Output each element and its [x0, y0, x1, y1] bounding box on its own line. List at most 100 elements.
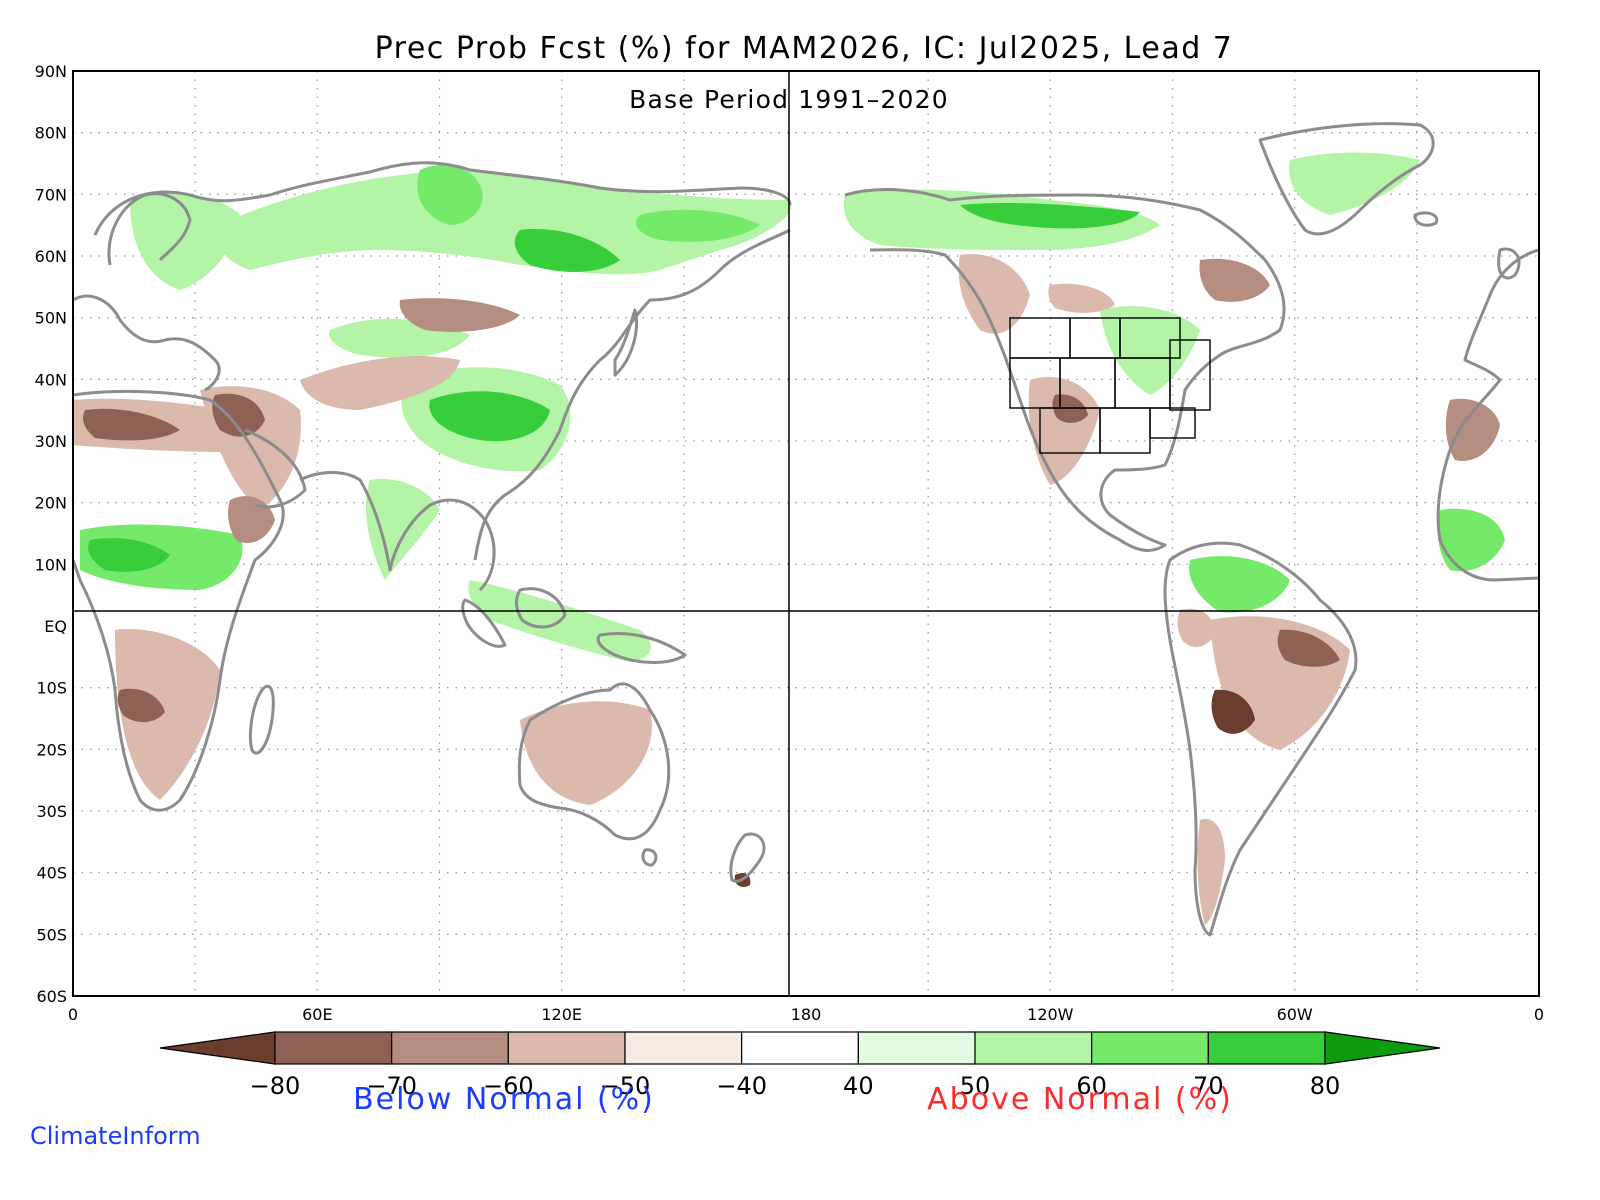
- colorbar: −80 −70 −60 −50 −40 40 50 60 70 80: [159, 1031, 1441, 1100]
- above-west-africa-core: [88, 538, 170, 572]
- coast-greenland: [1258, 122, 1435, 236]
- below-canada-plains: [1048, 283, 1115, 313]
- lat-tick-label: 30N: [35, 432, 67, 451]
- coast-iberia-right: [1436, 248, 1539, 582]
- above-siberia: [219, 171, 792, 275]
- below-africa-south: [115, 629, 220, 800]
- below-sahara-core: [83, 408, 180, 441]
- below-mongolia: [399, 298, 520, 332]
- forecast-shading: [73, 152, 1505, 925]
- below-w-north-america: [958, 254, 1030, 334]
- colorbar-swatch: [1207, 1031, 1326, 1065]
- above-china-core: [429, 391, 550, 442]
- lat-tick-label: 50S: [36, 925, 67, 944]
- lon-tick-label: 120E: [541, 1005, 582, 1024]
- colorbar-swatch: [507, 1031, 626, 1065]
- lat-tick-label: 90N: [35, 62, 67, 81]
- coast-europe: [73, 294, 221, 392]
- below-africa-south-core: [117, 688, 165, 723]
- coast-africa: [73, 389, 285, 812]
- coast-new-zealand: [729, 832, 766, 883]
- below-middle-east-core: [212, 393, 265, 437]
- above-europe: [130, 192, 240, 290]
- latitude-labels: 90N 80N 70N 60N 50N 40N 30N 20N 10N EQ 10S 20S 30S 40…: [35, 62, 67, 1006]
- credit-text: ClimateInform: [30, 1122, 201, 1150]
- below-central-asia: [300, 356, 460, 410]
- above-siberia-core-2: [514, 229, 620, 272]
- lat-tick-label: 70N: [35, 185, 67, 204]
- colorbar-tick-label: 40: [843, 1072, 874, 1100]
- lon-tick-label: 180: [791, 1005, 822, 1024]
- colorbar-tick-label: 50: [960, 1072, 991, 1100]
- below-southern-andes: [1197, 819, 1225, 925]
- coast-sumatra: [461, 598, 507, 648]
- coast-arabia: [244, 428, 307, 509]
- above-siberia-core: [417, 165, 483, 225]
- lat-tick-label: 20S: [36, 740, 67, 759]
- lat-tick-label: 20N: [35, 494, 67, 513]
- colorbar-tick-label: −80: [250, 1072, 301, 1100]
- lat-tick-label: 30S: [36, 802, 67, 821]
- colorbar-tick-label: 60: [1076, 1072, 1107, 1100]
- lat-tick-label: EQ: [44, 617, 67, 636]
- lon-tick-label: 60E: [302, 1005, 332, 1024]
- coast-south-asia: [299, 471, 496, 592]
- above-siberia-core-3: [636, 209, 760, 242]
- colorbar-tick-label: −70: [366, 1072, 417, 1100]
- lat-tick-label: 50N: [35, 309, 67, 328]
- coastlines: [73, 122, 1539, 937]
- map-title: Prec Prob Fcst (%) for MAM2026, IC: Jul2…: [375, 31, 1234, 66]
- map-frame: [72, 70, 1540, 997]
- lat-tick-label: 10N: [35, 555, 67, 574]
- below-bolivia: [1211, 689, 1255, 734]
- us-state-borders: [1009, 317, 1211, 454]
- lat-tick-label: 40N: [35, 370, 67, 389]
- above-w-africa-east: [1437, 508, 1505, 572]
- lat-tick-label: 80N: [35, 124, 67, 143]
- coast-eurasia-north: [93, 161, 792, 236]
- coast-north-america: [844, 188, 1286, 552]
- lon-tick-label: 60W: [1277, 1005, 1313, 1024]
- above-normal-label: Above Normal (%): [927, 1082, 1233, 1117]
- lat-tick-label: 40S: [36, 864, 67, 883]
- colorbar-max-arrow: [1324, 1031, 1441, 1065]
- colorbar-tick-label: 70: [1193, 1072, 1224, 1100]
- colorbar-swatch: [274, 1031, 393, 1065]
- coast-iceland: [1413, 211, 1439, 227]
- coast-tasmania: [641, 848, 658, 867]
- below-south-america-nw: [1177, 608, 1215, 647]
- colorbar-swatch: [391, 1031, 509, 1065]
- longitude-labels: 0 60E 120E 180 120W 60W 0: [68, 1005, 1544, 1024]
- above-great-lakes: [1100, 306, 1200, 395]
- coast-south-america: [1163, 541, 1358, 937]
- coast-japan: [613, 308, 638, 377]
- lon-tick-label: 120W: [1027, 1005, 1074, 1024]
- lon-tick-label: 0: [1534, 1005, 1544, 1024]
- coast-uk: [1497, 247, 1521, 280]
- below-labrador: [1199, 258, 1270, 302]
- coast-scandinavia: [107, 192, 192, 266]
- map-panel: Base Period 1991–2020 90N 80N 70N 60N 50N 40N…: [35, 62, 1544, 1024]
- colorbar-tick-label: −60: [483, 1072, 534, 1100]
- lat-tick-label: 60N: [35, 247, 67, 266]
- coast-new-guinea: [596, 632, 687, 664]
- lat-tick-label: 10S: [36, 679, 67, 698]
- colorbar-swatch: [741, 1031, 859, 1065]
- above-india: [365, 479, 440, 580]
- colorbar-swatch: [974, 1031, 1093, 1065]
- colorbar-swatch: [624, 1031, 743, 1065]
- map-subtitle: Base Period 1991–2020: [629, 85, 949, 114]
- lat-tick-label: 60S: [36, 987, 67, 1006]
- lon-tick-label: 0: [68, 1005, 78, 1024]
- coast-borneo: [515, 587, 567, 629]
- colorbar-swatch: [857, 1031, 976, 1065]
- below-normal-label: Below Normal (%): [353, 1082, 655, 1117]
- below-brazil-core: [1277, 629, 1340, 667]
- below-australia: [520, 701, 652, 805]
- above-greenland: [1289, 152, 1420, 215]
- coast-australia: [517, 682, 671, 841]
- above-canada-core: [960, 202, 1140, 229]
- coast-madagascar: [248, 684, 275, 755]
- colorbar-tick-label: −50: [600, 1072, 651, 1100]
- colorbar-min-arrow: [159, 1031, 276, 1065]
